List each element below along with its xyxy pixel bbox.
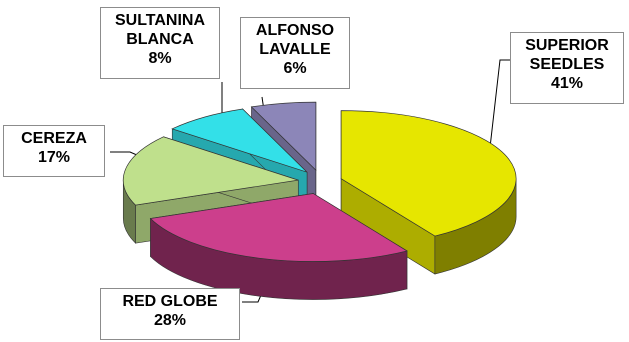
pie-slice-red-globe — [149, 192, 408, 300]
data-label-name-line-1: ALFONSO — [255, 22, 335, 39]
pie-slice-top — [340, 110, 517, 237]
data-label-name-line-1: RED GLOBE — [122, 293, 218, 310]
data-label-percent: 41% — [550, 75, 584, 92]
data-label-name-line-2: SEEDLES — [529, 56, 605, 73]
data-label-percent: 8% — [148, 50, 172, 67]
data-label-superior-seedles: SUPERIOR SEEDLES 41% — [510, 32, 624, 104]
pie-slice-top — [171, 108, 308, 173]
data-label-sultanina-blanca: SULTANINA BLANCA 8% — [100, 7, 220, 79]
data-label-cereza: CEREZA 17% — [3, 125, 105, 177]
data-label-name-line-1: SUPERIOR — [525, 37, 609, 54]
pie-slice-top — [149, 193, 408, 262]
data-label-name-line-2: LAVALLE — [259, 41, 331, 58]
data-label-name-line-1: CEREZA — [21, 130, 87, 147]
data-label-name-line-2: BLANCA — [126, 31, 194, 48]
pie-slice-top — [122, 136, 299, 206]
pie-slice-superior-seedles — [340, 110, 517, 275]
pie-slice-top — [250, 101, 317, 171]
pie-slices — [122, 101, 517, 300]
data-label-percent: 17% — [37, 149, 71, 166]
data-label-name-line-1: SULTANINA — [114, 12, 206, 29]
data-label-percent: 28% — [153, 312, 187, 329]
data-label-percent: 6% — [283, 60, 307, 77]
data-label-alfonso-lavalle: ALFONSO LAVALLE 6% — [240, 17, 350, 89]
data-label-red-globe: RED GLOBE 28% — [100, 288, 240, 340]
